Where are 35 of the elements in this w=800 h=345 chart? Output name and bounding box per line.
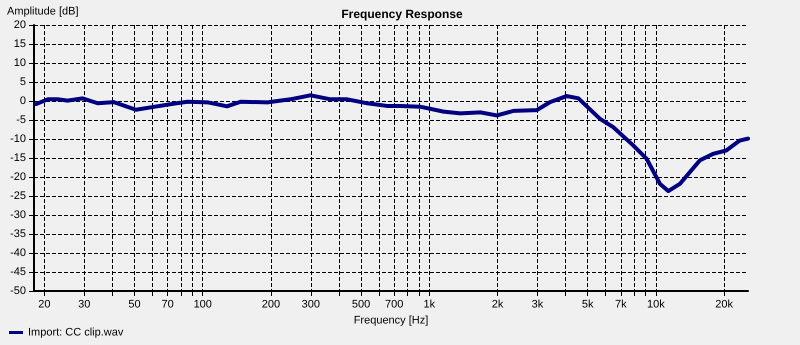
y-axis-title: Amplitude [dB] xyxy=(7,6,79,18)
y-tick-label: -5 xyxy=(16,114,26,126)
x-tick-label: 3k xyxy=(532,298,544,310)
x-tick-label: 20 xyxy=(38,298,50,310)
x-tick-label: 5k xyxy=(582,298,594,310)
y-tick-label: 15 xyxy=(14,38,26,50)
x-tick-label: 50 xyxy=(128,298,141,310)
x-axis-title: Frequency [Hz] xyxy=(354,314,428,326)
y-tick-label: 10 xyxy=(14,57,26,69)
y-tick-label: -45 xyxy=(10,266,26,278)
x-tick-label: 2k xyxy=(492,298,504,310)
y-tick-label: 0 xyxy=(20,95,26,107)
y-tick-label: -15 xyxy=(10,152,26,164)
x-tick-label: 20k xyxy=(715,298,734,310)
x-tick-label: 7k xyxy=(614,298,628,310)
x-tick-label: 500 xyxy=(352,298,370,310)
y-tick-label: -20 xyxy=(10,171,26,183)
y-tick-label: -25 xyxy=(10,190,26,202)
x-tick-label: 100 xyxy=(194,298,212,310)
y-tick-label: -40 xyxy=(10,247,26,259)
y-tick-label: -10 xyxy=(10,133,26,145)
x-tick-label: 300 xyxy=(302,298,320,310)
x-tick-label: 10k xyxy=(647,298,666,310)
x-tick-label: 700 xyxy=(385,298,404,310)
x-tick-label: 200 xyxy=(262,298,280,310)
y-tick-label: -30 xyxy=(10,209,26,221)
x-tick-label: 1k xyxy=(424,298,436,310)
legend-label: Import: CC clip.wav xyxy=(28,326,124,338)
x-tick-label: 30 xyxy=(78,298,90,310)
y-tick-label: -50 xyxy=(10,285,26,297)
y-tick-label: 5 xyxy=(20,76,26,88)
y-tick-label: -35 xyxy=(10,228,26,240)
y-tick-label: 20 xyxy=(14,19,26,31)
x-tick-label: 70 xyxy=(162,298,174,310)
chart-title: Frequency Response xyxy=(341,7,464,21)
